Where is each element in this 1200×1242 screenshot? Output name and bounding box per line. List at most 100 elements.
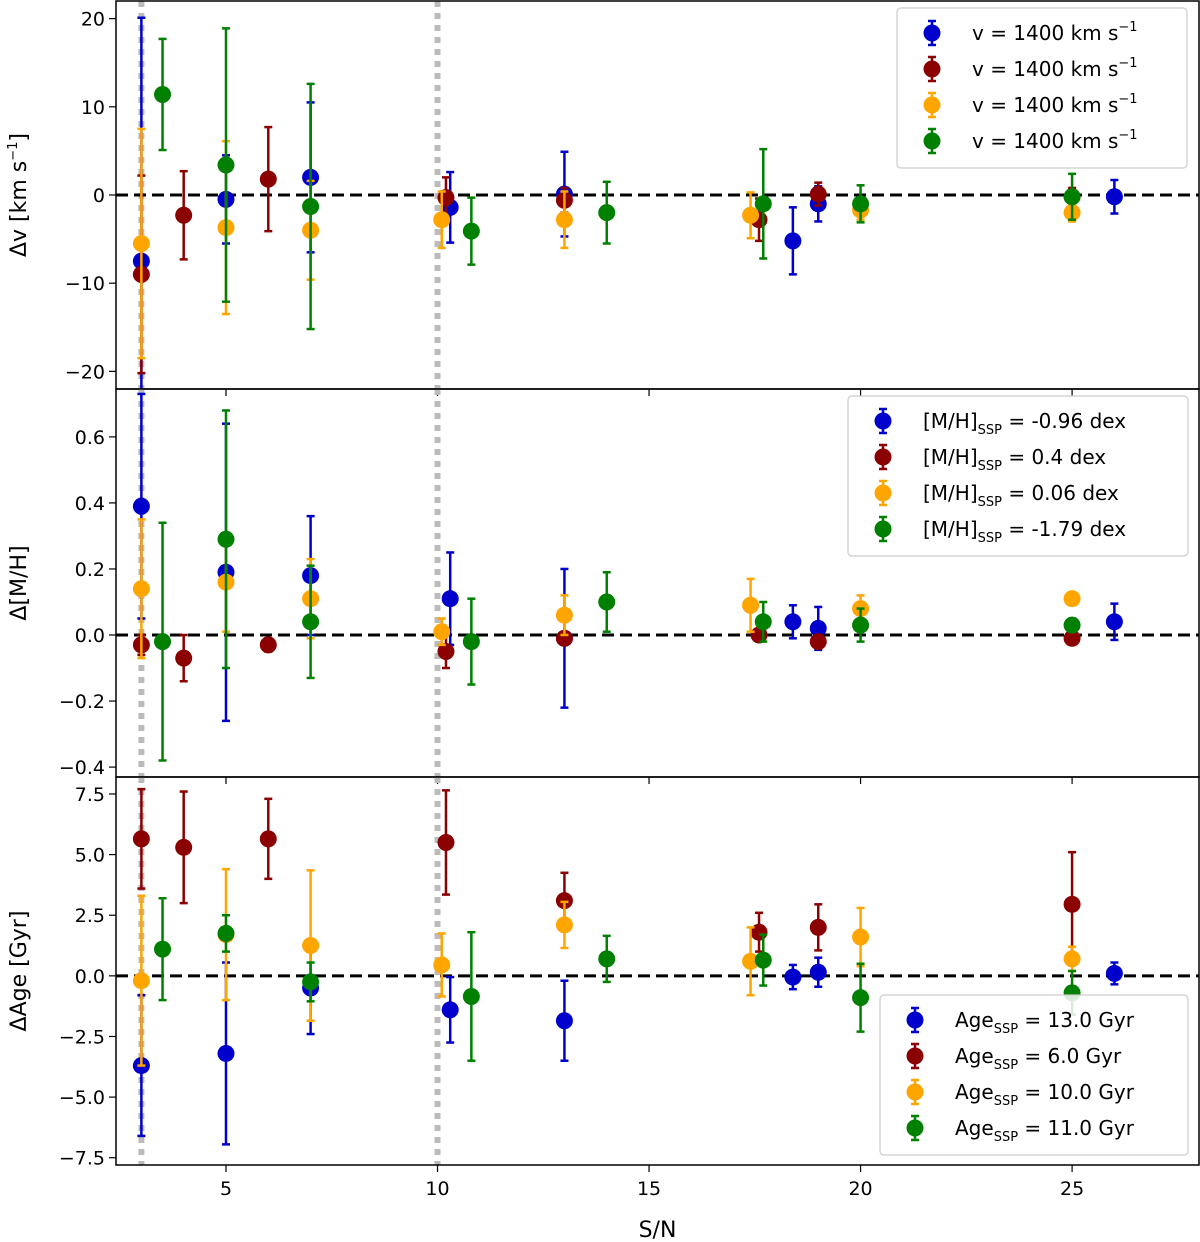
legend-label: AgeSSP = 11.0 Gyr	[955, 1116, 1135, 1145]
y-tick-label: −7.5	[59, 1148, 105, 1170]
data-point	[1105, 188, 1123, 206]
data-point	[302, 613, 320, 631]
data-point	[175, 206, 193, 224]
legend-label: AgeSSP = 10.0 Gyr	[955, 1080, 1135, 1109]
data-point	[132, 497, 150, 515]
legend-box	[847, 395, 1189, 557]
data-point	[437, 833, 455, 851]
legend-label: v = 1400 km s−1	[972, 92, 1138, 117]
data-point	[302, 937, 320, 955]
data-point	[302, 973, 320, 991]
data-point	[555, 211, 573, 229]
legend-marker	[906, 1011, 924, 1029]
y-tick-label: −0.2	[59, 691, 105, 713]
legend-entry: [M/H]SSP = 0.06 dex	[874, 479, 1119, 510]
legend-entry: v = 1400 km s−1	[923, 55, 1138, 83]
data-point	[852, 195, 870, 213]
y-tick-label: 0.6	[75, 427, 105, 449]
data-point	[852, 616, 870, 634]
data-point	[302, 197, 320, 215]
data-point	[441, 590, 459, 608]
legend-label: [M/H]SSP = 0.06 dex	[923, 481, 1119, 510]
data-point	[598, 950, 616, 968]
plot-area-velocity	[116, 1, 1199, 389]
legend-entry: AgeSSP = 11.0 Gyr	[906, 1114, 1135, 1145]
y-axis-label-sup: −1	[6, 142, 21, 161]
y-tick-label: 7.5	[75, 784, 105, 806]
legend-marker	[906, 1083, 924, 1101]
legend-marker	[923, 24, 941, 42]
data-point	[175, 838, 193, 856]
data-point	[1063, 590, 1081, 608]
data-point	[433, 211, 451, 229]
data-point	[754, 613, 772, 631]
legend-age: AgeSSP = 13.0 Gyr AgeSSP = 6.0 Gyr AgeSSP …	[879, 994, 1189, 1156]
legend-entry: v = 1400 km s−1	[923, 127, 1138, 155]
y-tick-label: −2.5	[59, 1026, 105, 1048]
data-point	[1063, 629, 1081, 647]
series-age-3	[154, 897, 1081, 1062]
legend-marker	[906, 1119, 924, 1137]
data-point	[809, 185, 827, 203]
data-point	[852, 989, 870, 1007]
data-point	[175, 649, 193, 667]
data-point	[259, 636, 277, 654]
y-tick-label: −10	[65, 273, 105, 295]
data-point	[132, 580, 150, 598]
data-point	[809, 963, 827, 981]
legend-label: [M/H]SSP = -0.96 dex	[923, 409, 1126, 438]
legend-entry: v = 1400 km s−1	[923, 19, 1138, 47]
legend-label: v = 1400 km s−1	[972, 20, 1138, 45]
data-point	[462, 633, 480, 651]
y-axis-label: Δv [km s−1]	[6, 133, 32, 257]
legend-label: v = 1400 km s−1	[972, 56, 1138, 81]
data-point	[132, 972, 150, 990]
data-point	[742, 206, 760, 224]
y-tick-label: 5.0	[75, 845, 105, 867]
data-point	[132, 830, 150, 848]
y-tick-label: −0.4	[59, 757, 105, 779]
x-tick-label: 10	[425, 1178, 449, 1200]
x-tick-label: 20	[848, 1178, 872, 1200]
legend-label: [M/H]SSP = 0.4 dex	[923, 445, 1106, 474]
y-axis-label: ΔAge [Gyr]	[7, 911, 32, 1032]
legend-marker	[923, 132, 941, 150]
data-point	[217, 1044, 235, 1062]
series-age-1	[132, 787, 1081, 958]
data-point	[441, 1001, 459, 1019]
legend-marker	[874, 484, 892, 502]
legend-entry: AgeSSP = 13.0 Gyr	[906, 1006, 1135, 1037]
data-point	[259, 170, 277, 188]
data-point	[1063, 616, 1081, 634]
data-point	[132, 235, 150, 252]
y-tick-label: 0.2	[75, 559, 105, 581]
data-point	[462, 987, 480, 1005]
x-axis-label: S/N	[639, 1218, 677, 1242]
data-point	[809, 918, 827, 936]
data-point	[217, 156, 235, 174]
data-point	[754, 951, 772, 969]
data-point	[784, 232, 802, 250]
data-point	[1063, 950, 1081, 968]
y-tick-label: 10	[81, 97, 105, 119]
data-point	[1105, 613, 1123, 631]
data-point	[598, 593, 616, 611]
data-point	[809, 619, 827, 637]
y-tick-label: 0.0	[75, 625, 105, 647]
data-point	[742, 952, 760, 970]
data-point	[784, 613, 802, 631]
data-point	[852, 928, 870, 946]
data-point	[555, 629, 573, 647]
x-tick-label: 15	[637, 1178, 661, 1200]
data-point	[217, 530, 235, 548]
plot-area-age	[116, 777, 1199, 1165]
legend-label: [M/H]SSP = -1.79 dex	[923, 517, 1126, 546]
data-point	[259, 830, 277, 848]
legend-marker	[874, 448, 892, 466]
x-tick-label: 5	[220, 1178, 232, 1200]
data-point	[784, 968, 802, 986]
legend-entry: v = 1400 km s−1	[923, 91, 1138, 119]
legend-entry: [M/H]SSP = 0.4 dex	[874, 443, 1106, 474]
y-tick-label: −5.0	[59, 1087, 105, 1109]
data-point	[462, 222, 480, 240]
